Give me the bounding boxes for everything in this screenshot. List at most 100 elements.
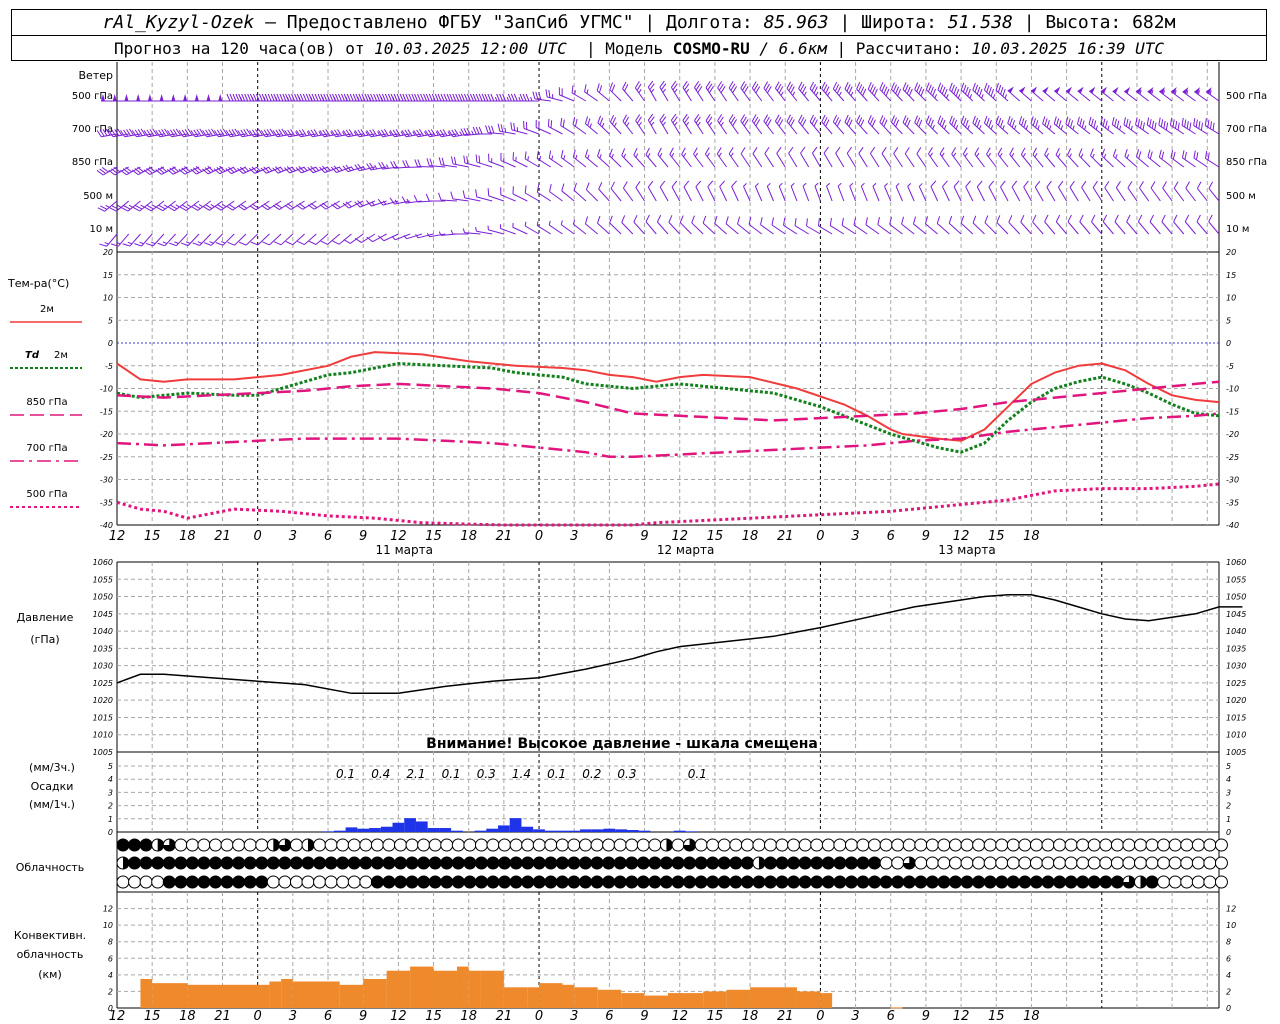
cloud-circle [752, 838, 766, 852]
wind-barb-full [609, 114, 615, 123]
cloud-circle [613, 838, 627, 852]
wind-barb-full [113, 166, 121, 173]
cloud-symbol [671, 856, 685, 870]
wind-barb-flag [1194, 87, 1201, 94]
wind-barb-full [1023, 180, 1029, 188]
conv-bar [574, 987, 598, 1008]
wind-barb [462, 190, 481, 202]
cloud-symbol [382, 856, 396, 870]
wind-barb-full [562, 119, 565, 128]
wind-barb-full [310, 202, 318, 209]
wind-barb [609, 82, 622, 102]
wind-barb [1158, 149, 1173, 168]
wind-barb-full [414, 93, 418, 102]
wind-barb-staff [682, 87, 692, 102]
wind-barb [832, 81, 845, 102]
wind-barb-full [670, 80, 677, 88]
wind-barb-full [502, 93, 507, 102]
wind-barb-half [530, 96, 533, 102]
wind-barb-half [837, 182, 842, 187]
wind-barb-full [764, 146, 770, 154]
cloud-symbol [278, 838, 292, 852]
cloud-circle [509, 838, 523, 852]
wind-barb [320, 233, 341, 245]
precip-bar [404, 818, 416, 832]
conv-tick-left: 4 [108, 971, 113, 980]
wind-barb [585, 182, 599, 202]
precip-bar [333, 830, 346, 832]
cloud-circle [509, 875, 523, 889]
wind-barb [972, 115, 985, 135]
cloud-circle [694, 838, 708, 852]
wind-barb-full [609, 215, 613, 224]
wind-barb-half [424, 131, 428, 136]
temp-tick-left: -25 [100, 453, 113, 462]
wind-barb [512, 152, 528, 168]
wind-barb [342, 129, 364, 138]
wind-barb-staff [1091, 221, 1103, 235]
wind-barb-full [1090, 118, 1094, 127]
wind-barb-half [1057, 153, 1061, 158]
wind-barb-full [111, 168, 118, 174]
wind-barb-full [413, 195, 419, 203]
wind-barb-full [1079, 118, 1083, 127]
wind-barb-staff [572, 124, 587, 135]
wind-barb-full [454, 129, 460, 137]
wind-barb [1000, 180, 1009, 202]
longitude-value: 85.963 [763, 12, 829, 33]
wind-barb-staff [1102, 221, 1114, 235]
cloud-symbol [336, 838, 350, 852]
cloud-symbol [1134, 856, 1147, 870]
wind-barb-full [228, 129, 234, 137]
temp-tick-right: 5 [1226, 316, 1231, 325]
cloud-symbol [1122, 856, 1136, 870]
conv-bar [668, 993, 704, 1008]
cloud-circle [498, 856, 512, 870]
wind-barb-full [99, 243, 107, 247]
wind-barb-full [1032, 118, 1037, 126]
wind-barb-full [452, 93, 457, 102]
time-tick-label-bottom: 21 [496, 1009, 513, 1024]
wind-barb-full [647, 180, 654, 188]
cloud-symbol [1099, 875, 1113, 889]
cloud-circle [336, 838, 350, 852]
wind-barb-full [170, 204, 178, 210]
wind-barb-flag [136, 94, 141, 101]
conv-tick-right: 8 [1226, 938, 1231, 947]
wind-barb-full [393, 93, 398, 102]
temp-tick-left: 10 [103, 294, 113, 303]
wind-barb-full [417, 159, 422, 167]
wind-barb [622, 181, 634, 202]
wind-barb-full [1116, 120, 1120, 129]
cloud-symbol [740, 875, 754, 889]
cloud-symbol [567, 856, 581, 870]
wind-barb-staff [811, 152, 821, 168]
wind-barb-full [342, 202, 350, 209]
wind-barb-full [257, 128, 263, 136]
wind-barb [1058, 180, 1068, 202]
cloud-circle [1191, 856, 1205, 870]
wind-barb-full [1126, 214, 1131, 222]
wind-barb-full [369, 162, 375, 170]
cloud-symbol [625, 875, 639, 889]
wind-barb-full [972, 82, 976, 91]
cloud-symbol [185, 856, 199, 870]
wind-barb-full [622, 114, 628, 122]
wind-barb-full [407, 129, 413, 137]
cloud-circle [659, 875, 673, 889]
wind-barb [1055, 147, 1067, 168]
cloud-circle [1168, 875, 1182, 889]
latitude-label: | Широта: [828, 12, 948, 33]
wind-barb [144, 200, 165, 212]
wind-barb-full [475, 154, 478, 163]
wind-barb [737, 216, 751, 235]
pressure-tick-left: 1015 [93, 713, 113, 722]
cloud-circle [833, 856, 847, 870]
wind-barb [500, 187, 516, 202]
wind-barb-full [202, 130, 208, 138]
wind-barb [622, 114, 634, 135]
wind-barb [621, 215, 634, 235]
cloud-circle [301, 856, 315, 870]
cloud-half [157, 839, 164, 851]
wind-barb-flag [171, 94, 176, 101]
